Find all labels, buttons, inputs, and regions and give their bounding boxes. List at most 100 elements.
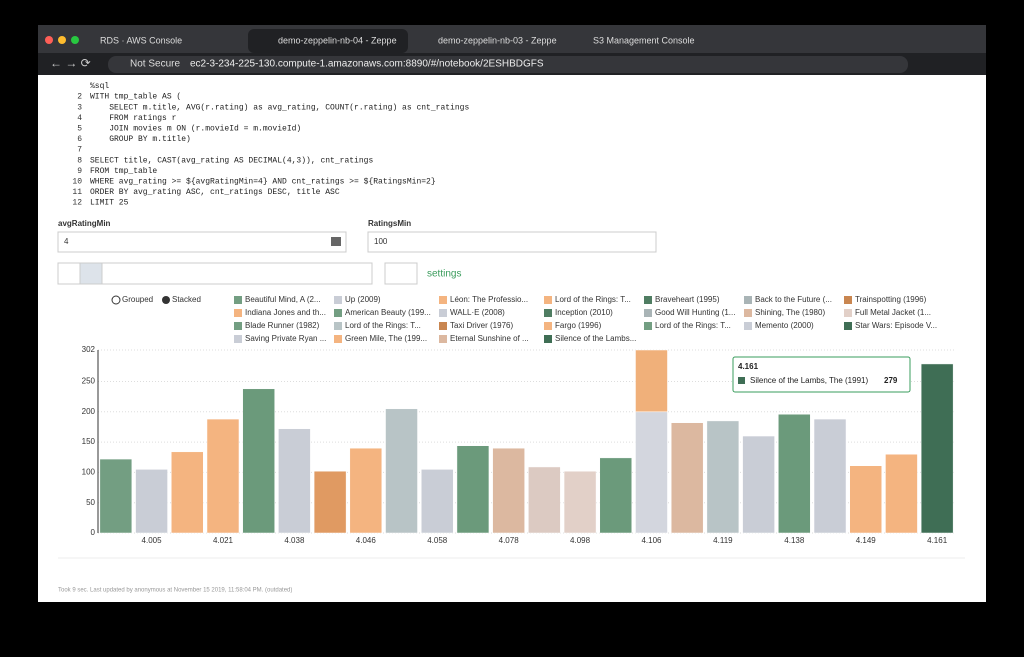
legend-label[interactable]: Braveheart (1995) <box>655 295 720 304</box>
max-dot[interactable] <box>71 36 79 44</box>
legend-swatch[interactable] <box>744 322 752 330</box>
legend-label[interactable]: Shining, The (1980) <box>755 308 825 317</box>
legend-swatch[interactable] <box>844 309 852 317</box>
param-value[interactable]: 4 <box>64 237 69 246</box>
bar[interactable] <box>206 418 240 534</box>
tab-title[interactable]: S3 Management Console <box>593 35 695 45</box>
tab-title[interactable]: demo-zeppelin-nb-04 - Zeppe <box>278 35 397 45</box>
bar[interactable] <box>849 465 882 534</box>
legend-swatch[interactable] <box>544 309 552 317</box>
bar-button[interactable] <box>79 262 103 285</box>
bar[interactable] <box>313 470 347 534</box>
legend-swatch[interactable] <box>544 335 552 343</box>
legend-swatch[interactable] <box>844 322 852 330</box>
input[interactable] <box>367 231 657 253</box>
legend-swatch[interactable] <box>439 309 447 317</box>
legend-label[interactable]: Indiana Jones and th... <box>245 308 326 317</box>
legend-swatch[interactable] <box>234 322 242 330</box>
legend-label[interactable]: Lord of the Rings: T... <box>345 321 421 330</box>
radio[interactable] <box>162 296 170 304</box>
legend-label[interactable]: Back to the Future (... <box>755 295 832 304</box>
legend-swatch[interactable] <box>644 296 652 304</box>
input[interactable] <box>57 231 347 253</box>
radio[interactable] <box>111 295 121 305</box>
legend-label[interactable]: Saving Private Ryan ... <box>245 334 326 343</box>
legend-swatch[interactable] <box>334 335 342 343</box>
legend-swatch[interactable] <box>644 322 652 330</box>
close-dot[interactable] <box>45 36 53 44</box>
x-tick-label: 4.161 <box>927 536 948 545</box>
back[interactable]: ← → ⟳ <box>50 56 91 70</box>
bar[interactable] <box>920 363 954 534</box>
line-number: 3 <box>77 103 82 112</box>
legend-swatch[interactable] <box>544 296 552 304</box>
tab-title[interactable]: demo-zeppelin-nb-03 - Zeppe <box>438 35 557 45</box>
mode[interactable]: Stacked <box>172 295 201 304</box>
legend-swatch[interactable] <box>234 309 242 317</box>
legend-label[interactable]: Lord of the Rings: T... <box>555 295 631 304</box>
bar[interactable] <box>813 418 847 534</box>
param-value[interactable]: 100 <box>374 237 388 246</box>
tab-title[interactable]: RDS · AWS Console <box>100 35 182 45</box>
legend-label[interactable]: Star Wars: Episode V... <box>855 321 937 330</box>
legend-swatch[interactable] <box>334 309 342 317</box>
bar[interactable] <box>420 469 454 534</box>
bar[interactable] <box>670 422 704 534</box>
legend-label[interactable]: Beautiful Mind, A (2... <box>245 295 321 304</box>
legend-swatch[interactable] <box>644 309 652 317</box>
legend-label[interactable]: Blade Runner (1982) <box>245 321 320 330</box>
legend-swatch[interactable] <box>234 335 242 343</box>
legend-swatch[interactable] <box>334 322 342 330</box>
bar[interactable] <box>135 469 168 534</box>
legend-label[interactable]: Taxi Driver (1976) <box>450 321 513 330</box>
legend-swatch[interactable] <box>234 296 242 304</box>
bar[interactable] <box>563 470 597 534</box>
bar[interactable] <box>99 458 133 534</box>
legend-label[interactable]: Lord of the Rings: T... <box>655 321 731 330</box>
legend-label[interactable]: Silence of the Lambs... <box>555 334 636 343</box>
legend-swatch[interactable] <box>744 309 752 317</box>
legend-label[interactable]: Eternal Sunshine of ... <box>450 334 529 343</box>
bar[interactable] <box>492 447 525 534</box>
bar[interactable] <box>456 445 490 534</box>
tab[interactable] <box>78 29 248 53</box>
legend-swatch[interactable] <box>439 335 447 343</box>
tab-active[interactable] <box>248 29 408 53</box>
bar[interactable] <box>742 435 775 534</box>
legend-swatch[interactable] <box>844 296 852 304</box>
bar[interactable] <box>885 453 918 534</box>
legend-label[interactable]: Léon: The Professio... <box>450 295 528 304</box>
bar[interactable] <box>242 388 275 534</box>
bar[interactable] <box>171 451 204 534</box>
legend-label[interactable]: American Beauty (199... <box>345 308 431 317</box>
download[interactable] <box>384 262 418 285</box>
viz-buttons[interactable] <box>57 262 373 285</box>
legend-swatch[interactable] <box>544 322 552 330</box>
legend-label[interactable]: Trainspotting (1996) <box>855 295 927 304</box>
bar[interactable] <box>278 428 311 534</box>
bar[interactable] <box>528 466 561 534</box>
bar[interactable] <box>635 411 668 534</box>
legend-label[interactable]: Good Will Hunting (1... <box>655 308 735 317</box>
bar[interactable] <box>349 447 383 534</box>
min-dot[interactable] <box>58 36 66 44</box>
bar[interactable] <box>778 413 811 534</box>
legend-label[interactable]: Inception (2010) <box>555 308 613 317</box>
bar[interactable] <box>635 349 668 413</box>
bar[interactable] <box>385 408 418 534</box>
legend-label[interactable]: Green Mile, The (199... <box>345 334 427 343</box>
legend-swatch[interactable] <box>439 296 447 304</box>
legend-swatch[interactable] <box>744 296 752 304</box>
legend-swatch[interactable] <box>439 322 447 330</box>
legend-label[interactable]: Up (2009) <box>345 295 381 304</box>
bar[interactable] <box>599 457 633 534</box>
mode[interactable]: Grouped <box>122 295 153 304</box>
legend-label[interactable]: WALL·E (2008) <box>450 308 505 317</box>
legend-label[interactable]: Full Metal Jacket (1... <box>855 308 931 317</box>
legend-label[interactable]: Memento (2000) <box>755 321 814 330</box>
address-bar[interactable] <box>108 56 908 73</box>
legend-swatch[interactable] <box>334 296 342 304</box>
bar[interactable] <box>706 420 740 534</box>
legend-label[interactable]: Fargo (1996) <box>555 321 602 330</box>
settings[interactable]: settings <box>427 269 461 280</box>
